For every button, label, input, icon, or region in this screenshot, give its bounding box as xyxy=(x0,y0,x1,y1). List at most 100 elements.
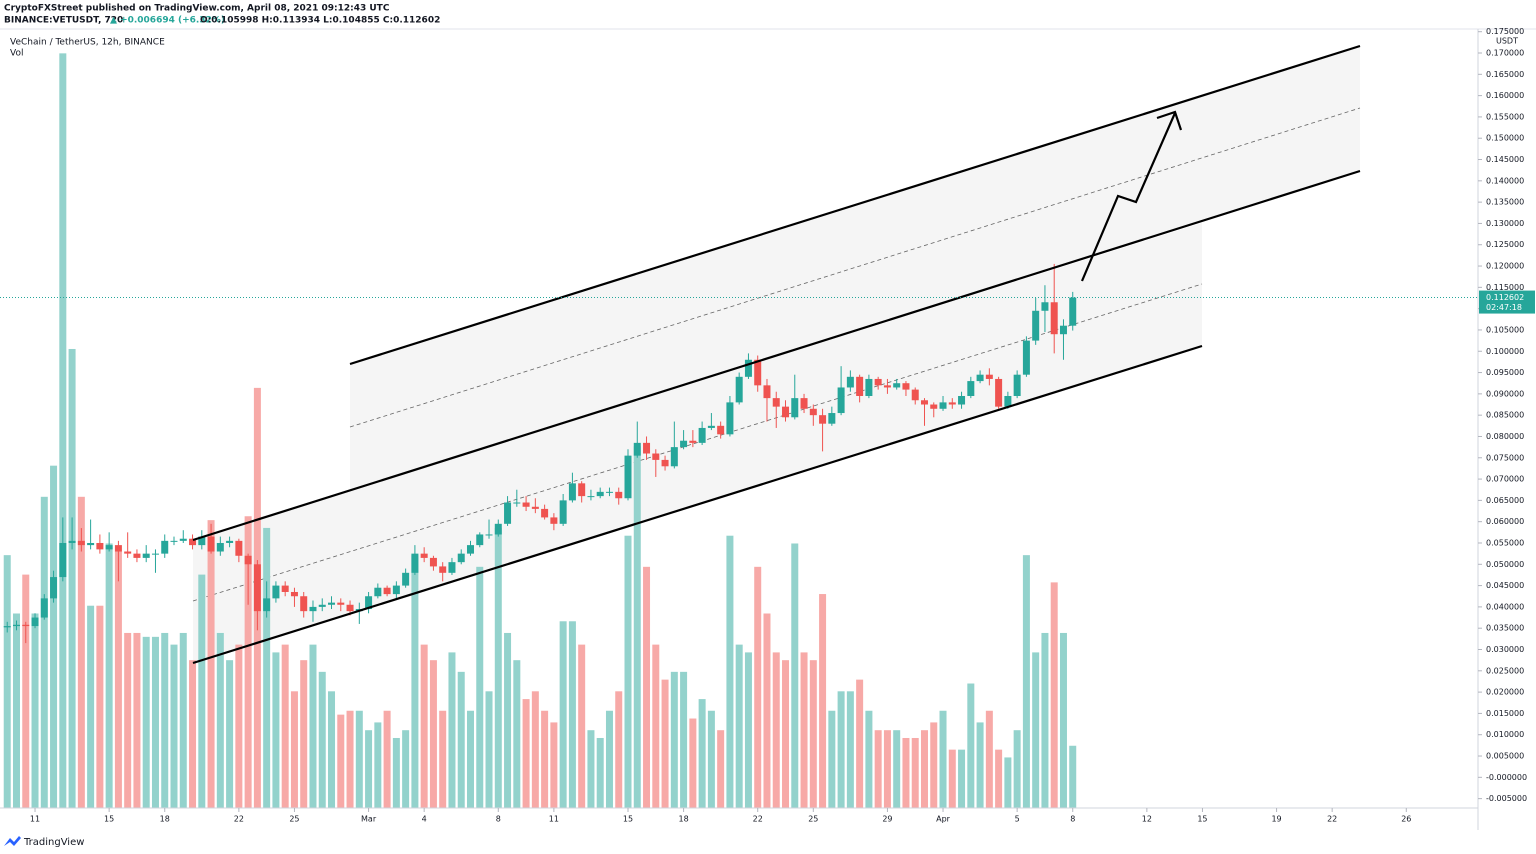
candle-body xyxy=(846,376,854,388)
x-tick-label: Apr xyxy=(936,815,951,824)
y-tick-label: 0.175000 xyxy=(1486,27,1524,36)
volume-bar xyxy=(800,652,808,808)
x-tick-label: 22 xyxy=(753,815,763,824)
volume-bar xyxy=(754,566,762,808)
y-tick-label: 0.025000 xyxy=(1486,666,1524,675)
candle-body xyxy=(1041,302,1049,311)
trend-line xyxy=(192,169,1361,542)
volume-bar xyxy=(466,710,474,808)
last-price-label: 0.112602 xyxy=(1486,293,1524,302)
x-tick-label: 18 xyxy=(160,815,170,824)
y-tick-label: 0.060000 xyxy=(1486,517,1524,526)
candle-body xyxy=(680,440,688,448)
y-tick-label: 0.065000 xyxy=(1486,496,1524,505)
candle-body xyxy=(485,534,493,536)
candle-body xyxy=(114,545,122,552)
y-tick-label: 0.130000 xyxy=(1486,219,1524,228)
volume-bar xyxy=(365,730,373,808)
candle-body xyxy=(263,598,271,612)
y-tick-label: 0.170000 xyxy=(1486,49,1524,58)
candle-body xyxy=(411,553,419,573)
volume-bar xyxy=(1059,632,1067,808)
candle-body xyxy=(235,540,243,556)
candle-body xyxy=(3,626,11,628)
brand: TradingView xyxy=(23,837,84,848)
volume-bar xyxy=(624,535,632,808)
volume-bar xyxy=(59,53,67,808)
volume-bar xyxy=(587,730,595,808)
candle-body xyxy=(476,534,484,546)
volume-bar xyxy=(958,749,966,808)
volume-bar xyxy=(559,621,567,808)
candle-body xyxy=(151,553,159,555)
candle-body xyxy=(161,540,169,554)
volume-bar xyxy=(930,722,938,808)
last-price-box xyxy=(1479,290,1535,314)
y-tick-label: 0.010000 xyxy=(1486,730,1524,739)
candle-body xyxy=(763,385,771,399)
channel-drawings xyxy=(192,46,1361,663)
candle-body xyxy=(1004,395,1012,407)
candle-body xyxy=(550,517,558,524)
candle-body xyxy=(68,540,76,543)
candle-body xyxy=(504,502,512,524)
volume-bar xyxy=(504,632,512,808)
candle-body xyxy=(967,381,975,396)
candle-body xyxy=(958,395,966,405)
candle-body xyxy=(22,624,30,627)
volume-bar xyxy=(856,679,864,808)
volume-bar xyxy=(967,683,975,808)
y-tick-label: 0.045000 xyxy=(1486,581,1524,590)
candle-body xyxy=(819,415,827,424)
candle-body xyxy=(96,542,104,550)
candle-body xyxy=(420,553,428,558)
volume-bar xyxy=(1022,555,1030,808)
volume-bar xyxy=(1032,652,1040,808)
candle-body xyxy=(429,557,437,567)
candle-body xyxy=(170,540,178,542)
candle-body xyxy=(133,553,141,558)
candle-body xyxy=(383,587,391,595)
y-tick-label: 0.105000 xyxy=(1486,325,1524,334)
volume-bar xyxy=(920,730,928,808)
volume-bar xyxy=(846,691,854,808)
volume-bar xyxy=(1050,582,1058,808)
volume-bar xyxy=(383,710,391,808)
volume-bar xyxy=(189,660,197,808)
candle-body xyxy=(772,398,780,407)
candle-body xyxy=(930,404,938,409)
volume-bar xyxy=(763,613,771,808)
candle-body xyxy=(318,604,326,607)
volume-bar xyxy=(96,605,104,808)
candle-body xyxy=(791,398,799,418)
volume-bar xyxy=(596,737,604,808)
candle-body xyxy=(50,577,58,599)
y-tick-label: 0.100000 xyxy=(1486,347,1524,356)
candle-body xyxy=(365,596,373,610)
volume-bar xyxy=(772,652,780,808)
change: ▲ +0.006694 (+6.32%) xyxy=(110,16,225,26)
x-tick-label: 12 xyxy=(1142,815,1152,824)
volume-bar xyxy=(717,730,725,808)
arrow-head xyxy=(1156,110,1183,131)
candle-body xyxy=(670,447,678,467)
y-tick-label: 0.035000 xyxy=(1486,624,1524,633)
volume-bar xyxy=(976,722,984,808)
volume-bar xyxy=(439,710,447,808)
volume-label: Vol xyxy=(10,49,23,59)
volume-bar xyxy=(902,737,910,808)
volume-bar xyxy=(151,636,159,808)
volume-bar xyxy=(105,543,113,808)
candle-body xyxy=(337,602,345,605)
volume-bar xyxy=(318,671,326,808)
candle-body xyxy=(920,400,928,405)
volume-bar xyxy=(689,718,697,808)
candle-body xyxy=(800,398,808,409)
candle-body xyxy=(124,551,132,554)
candle-body xyxy=(59,542,67,578)
x-tick-label: Mar xyxy=(361,815,377,824)
volume-bar xyxy=(226,660,234,808)
candle-body xyxy=(522,502,530,507)
x-tick-label: 5 xyxy=(1015,815,1020,824)
